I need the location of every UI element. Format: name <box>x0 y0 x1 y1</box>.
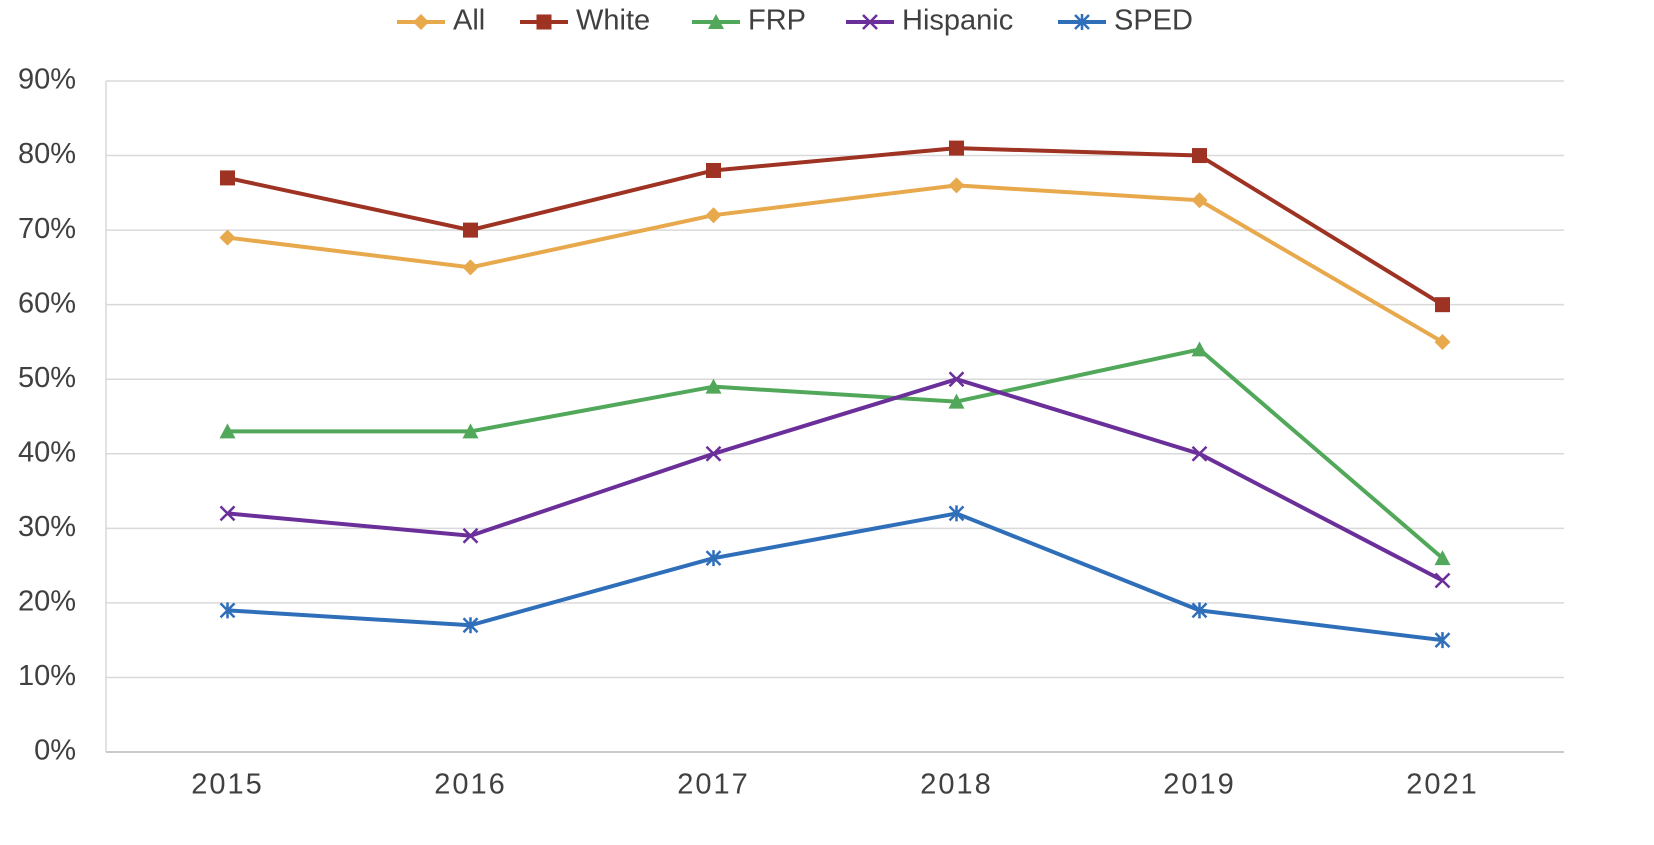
series-line <box>227 377 1444 583</box>
series-line <box>227 347 1444 560</box>
series-line <box>227 146 1444 307</box>
y-tick-label: 20% <box>18 586 76 618</box>
data-point <box>219 423 236 439</box>
legend-label: FRP <box>748 5 806 37</box>
y-tick-label: 30% <box>18 511 76 543</box>
data-point <box>1434 572 1451 589</box>
data-point <box>705 445 722 462</box>
legend-marker <box>862 14 878 30</box>
y-tick-label: 90% <box>18 64 76 96</box>
y-tick-label: 60% <box>18 287 76 319</box>
y-tick-label: 10% <box>18 660 76 692</box>
legend-label: SPED <box>1114 5 1193 37</box>
legend-marker <box>536 14 552 30</box>
data-point <box>705 550 722 567</box>
y-tick-label: 50% <box>18 362 76 394</box>
data-point <box>1191 192 1208 209</box>
data-point <box>462 527 479 544</box>
x-tick-label: 2019 <box>1163 769 1236 801</box>
x-tick-label: 2016 <box>434 769 507 801</box>
data-point <box>1435 297 1450 313</box>
series-line <box>227 511 1443 643</box>
data-point <box>219 505 236 522</box>
data-point <box>948 177 965 194</box>
legend-marker <box>708 14 724 29</box>
data-point <box>1192 148 1207 164</box>
data-point <box>1191 341 1208 357</box>
data-point <box>219 602 236 619</box>
y-tick-label: 0% <box>34 735 76 767</box>
data-point <box>948 393 965 409</box>
data-point <box>948 505 965 522</box>
data-point <box>1191 445 1208 462</box>
data-point <box>219 229 236 246</box>
y-tick-label: 70% <box>18 213 76 245</box>
x-tick-label: 2018 <box>920 769 993 801</box>
legend-marker <box>413 14 429 30</box>
data-point <box>1434 333 1451 350</box>
data-point <box>462 423 479 439</box>
series-line <box>227 183 1444 344</box>
data-point <box>705 378 722 394</box>
x-tick-label: 2017 <box>677 769 750 801</box>
y-tick-label: 80% <box>18 138 76 170</box>
data-point <box>706 162 721 178</box>
legend-label: Hispanic <box>902 5 1013 37</box>
data-point <box>949 140 964 156</box>
data-point <box>705 207 722 224</box>
data-point <box>948 371 965 388</box>
data-point <box>462 617 479 634</box>
legend-label: White <box>576 5 650 37</box>
y-tick-label: 40% <box>18 436 76 468</box>
legend-marker <box>1074 14 1090 30</box>
data-point <box>1434 632 1451 649</box>
data-point <box>463 222 478 238</box>
x-tick-label: 2015 <box>191 769 264 801</box>
data-point <box>1191 602 1208 619</box>
legend-label: All <box>453 5 485 37</box>
data-point <box>1434 550 1451 566</box>
data-point <box>220 170 235 186</box>
x-tick-label: 2021 <box>1406 769 1479 801</box>
data-point <box>462 259 479 276</box>
